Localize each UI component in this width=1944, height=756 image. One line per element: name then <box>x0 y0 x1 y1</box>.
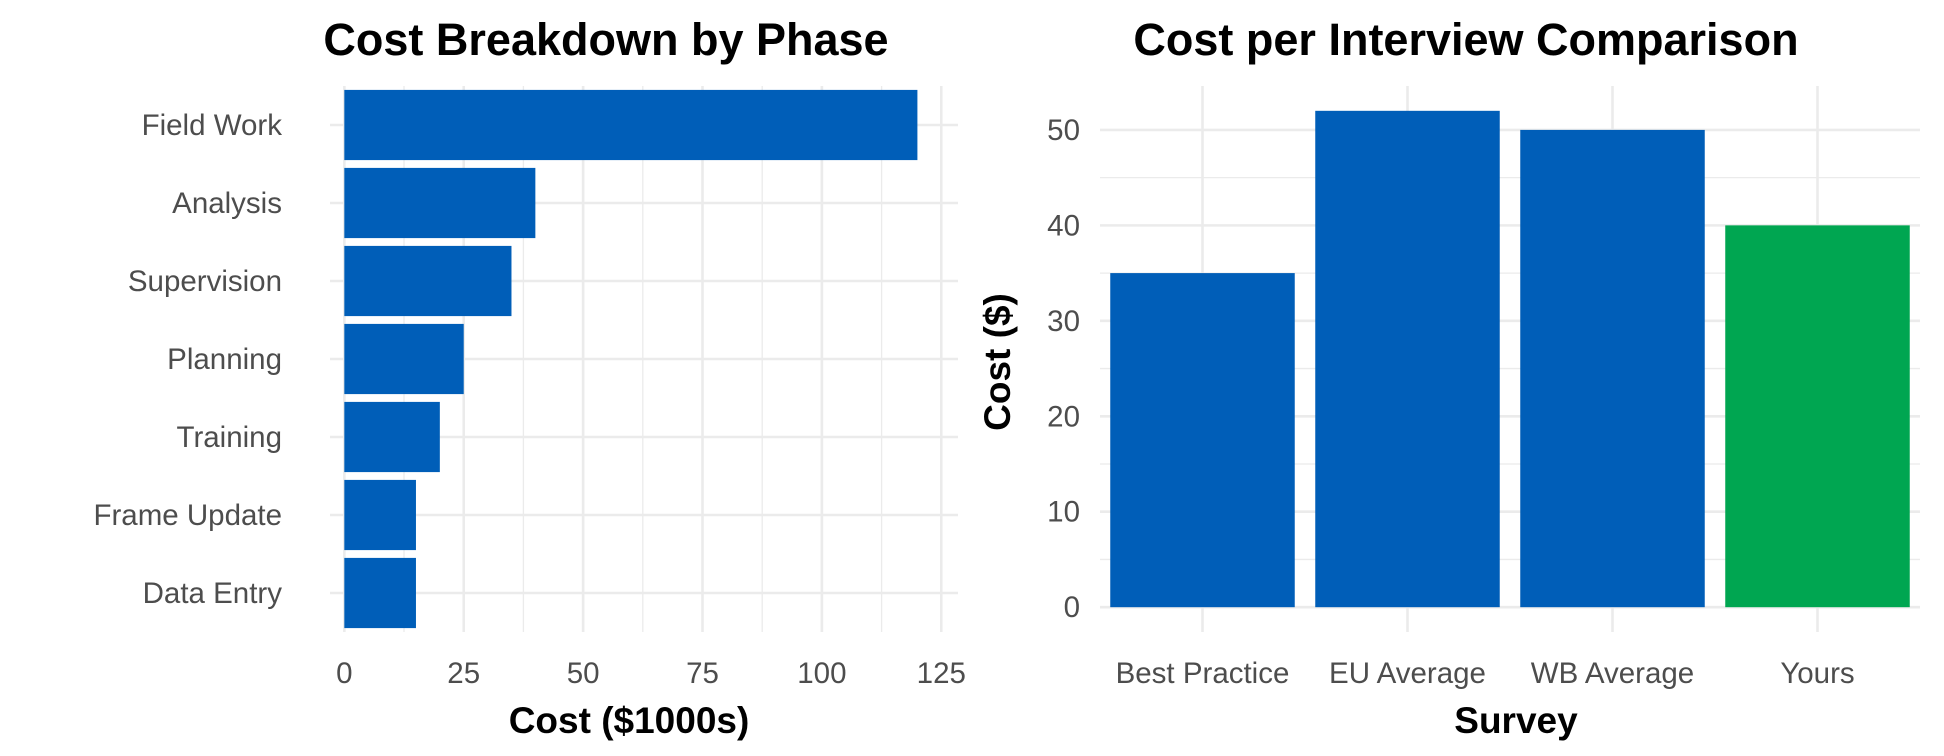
interview-chart-bars <box>1110 110 1910 608</box>
y-tick-label: 50 <box>1047 114 1080 147</box>
bar <box>344 89 918 161</box>
bar <box>1725 225 1910 608</box>
bar <box>1520 129 1705 608</box>
interview-chart-y-axis-title: Cost ($) <box>977 293 1018 431</box>
y-tick-label: 10 <box>1047 496 1080 529</box>
bar <box>1110 273 1295 608</box>
y-tick-label: 20 <box>1047 400 1080 433</box>
phase-chart-x-axis-title: Cost ($1000s) <box>509 700 750 741</box>
category-label: Field Work <box>142 109 283 142</box>
category-label: EU Average <box>1329 657 1486 690</box>
bar <box>344 245 512 317</box>
interview-chart-x-axis-title: Survey <box>1454 700 1578 741</box>
phase-chart-category-labels: Data Entry Frame Update Training Planning Su… <box>93 109 282 610</box>
interview-chart-category-labels: Best Practice EU Average WB Average Yours <box>1116 657 1855 690</box>
y-tick-label: 30 <box>1047 305 1080 338</box>
x-tick-label: 125 <box>917 657 966 690</box>
x-tick-label: 75 <box>686 657 719 690</box>
x-tick-label: 100 <box>797 657 846 690</box>
category-label: Best Practice <box>1116 657 1290 690</box>
bar <box>344 323 464 395</box>
y-tick-label: 0 <box>1064 591 1080 624</box>
phase-cost-chart: Cost Breakdown by Phase Data Entry Frame … <box>93 14 965 741</box>
category-label: Analysis <box>172 187 282 220</box>
bar <box>344 401 440 473</box>
x-tick-label: 50 <box>567 657 600 690</box>
category-label: Supervision <box>128 265 282 298</box>
interview-chart-title: Cost per Interview Comparison <box>1133 14 1798 65</box>
category-label: Yours <box>1780 657 1854 690</box>
bar <box>344 557 416 629</box>
phase-chart-bars <box>344 89 918 629</box>
category-label: Data Entry <box>143 577 283 610</box>
x-tick-label: 0 <box>336 657 352 690</box>
category-label: Training <box>177 421 282 454</box>
x-tick-label: 25 <box>447 657 480 690</box>
interview-cost-chart: Cost per Interview Comparison 0 10 20 30 40 5… <box>977 14 1920 741</box>
bar <box>344 479 416 551</box>
phase-chart-title: Cost Breakdown by Phase <box>323 14 888 65</box>
category-label: Frame Update <box>93 499 282 532</box>
bar <box>344 167 536 239</box>
phase-chart-x-ticks: 0 25 50 75 100 125 <box>336 657 966 690</box>
interview-chart-y-ticks: 0 10 20 30 40 50 <box>1047 114 1080 624</box>
category-label: WB Average <box>1531 657 1694 690</box>
bar <box>1315 110 1500 608</box>
category-label: Planning <box>167 343 282 376</box>
y-tick-label: 40 <box>1047 209 1080 242</box>
